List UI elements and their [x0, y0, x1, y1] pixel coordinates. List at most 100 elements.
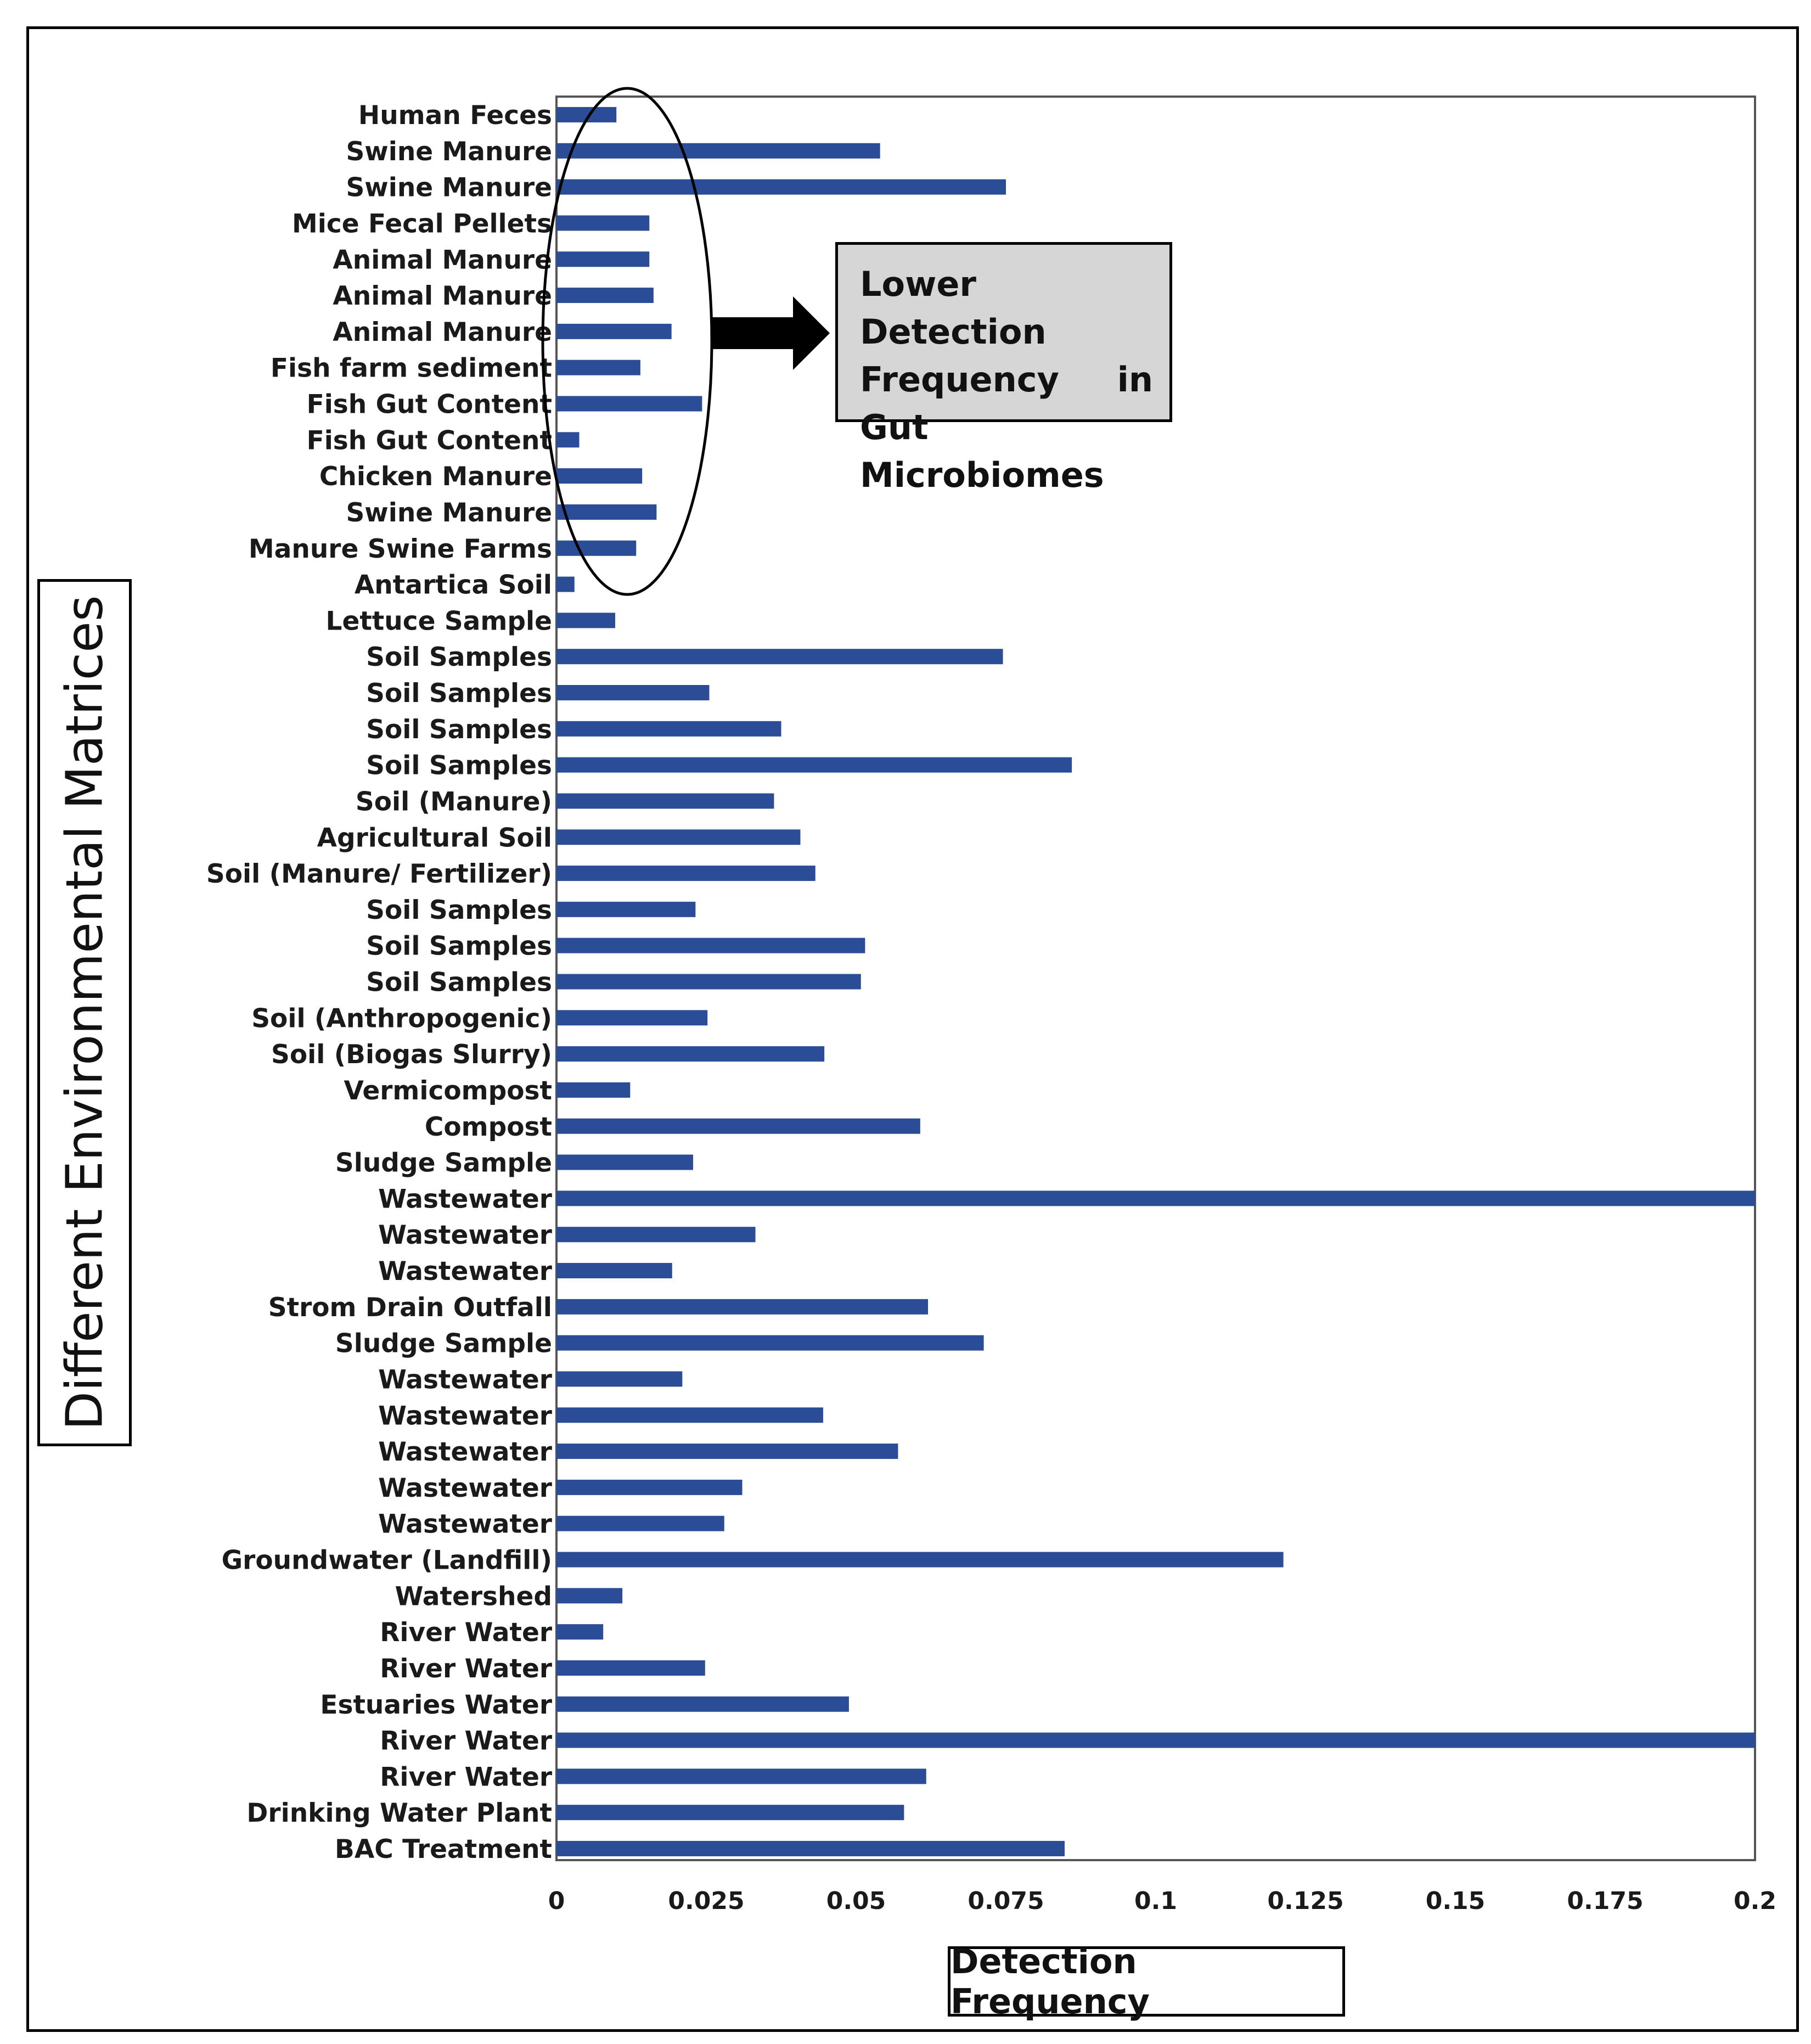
- bar: [556, 829, 801, 845]
- category-label: Fish Gut Content: [307, 425, 552, 456]
- bar: [556, 1046, 825, 1062]
- category-label: Soil Samples: [366, 751, 552, 781]
- category-label: Soil Samples: [366, 715, 552, 745]
- bar: [556, 1191, 1755, 1206]
- category-label: Agricultural Soil: [317, 823, 552, 853]
- bar: [556, 649, 1003, 665]
- x-tick-label: 0.1: [1134, 1887, 1177, 1915]
- category-label: Soil Samples: [366, 678, 552, 709]
- bar: [556, 1696, 849, 1712]
- category-label: Fish Gut Content: [307, 390, 552, 420]
- bar: [556, 540, 637, 556]
- category-label: Wastewater: [378, 1509, 553, 1540]
- category-label: River Water: [380, 1618, 553, 1648]
- callout-box: Lower Detection Frequency in Gut Microbi…: [835, 242, 1172, 495]
- category-label: Antartica Soil: [355, 570, 552, 600]
- x-tick-label: 0.075: [968, 1887, 1044, 1915]
- category-label: Manure Swine Farms: [249, 534, 552, 564]
- category-label: Drinking Water Plant: [246, 1798, 552, 1828]
- category-label: Soil (Biogas Slurry): [271, 1040, 552, 1070]
- bar: [556, 685, 710, 700]
- category-label: Watershed: [395, 1581, 552, 1611]
- bar: [556, 1082, 631, 1098]
- x-tick-label: 0.15: [1426, 1887, 1486, 1915]
- highlight-ellipse: [541, 87, 713, 596]
- bar: [556, 576, 575, 592]
- category-label: Chicken Manure: [319, 462, 552, 492]
- category-label: Soil Samples: [366, 895, 552, 925]
- category-label: Wastewater: [378, 1401, 553, 1431]
- category-label: Wastewater: [378, 1184, 553, 1214]
- bar: [556, 504, 657, 520]
- bar: [556, 1299, 929, 1315]
- bar: [556, 1479, 743, 1495]
- bar: [556, 1552, 1284, 1568]
- category-label: Animal Manure: [333, 245, 552, 275]
- category-label: Wastewater: [378, 1473, 553, 1503]
- bar: [556, 1335, 984, 1351]
- bar: [556, 1768, 926, 1784]
- category-label: Wastewater: [378, 1364, 553, 1395]
- x-axis-label-box: Detection Frequency: [948, 1941, 1345, 2021]
- category-label: Human Feces: [358, 100, 552, 131]
- category-label: Compost: [425, 1112, 552, 1142]
- category-label: Swine Manure: [346, 498, 552, 528]
- bar: [556, 866, 815, 881]
- callout-text: Lower Detection Frequency in Gut Microbi…: [860, 264, 1153, 495]
- category-label: Estuaries Water: [320, 1690, 552, 1720]
- bar: [556, 1624, 604, 1640]
- bar: [556, 721, 781, 737]
- y-axis-label-box: Different Environmental Matrices: [37, 579, 132, 1446]
- bar: [556, 432, 580, 448]
- category-label: River Water: [380, 1726, 553, 1756]
- callout-arrow: [712, 296, 830, 370]
- category-label: Sludge Sample: [335, 1329, 552, 1359]
- bar: [556, 1371, 683, 1387]
- bar: [556, 1588, 623, 1604]
- bar: [556, 143, 880, 159]
- bar: [556, 323, 672, 339]
- bar: [556, 1154, 693, 1170]
- category-label: Swine Manure: [346, 137, 552, 167]
- x-tick-labels: 0 0.025 0.05 0.075 0.1 0.125 0.15 0.175 0.2: [548, 1887, 1776, 1915]
- bar: [556, 288, 654, 304]
- x-tick-label: 0.175: [1567, 1887, 1643, 1915]
- bar: [556, 1660, 705, 1676]
- bar: [556, 1515, 724, 1531]
- category-label: Mice Fecal Pellets: [292, 209, 552, 239]
- bar: [556, 613, 616, 628]
- bar: [556, 793, 774, 809]
- bar: [556, 937, 865, 953]
- bar: [556, 1407, 823, 1423]
- category-label: Wastewater: [378, 1220, 553, 1250]
- bar: [556, 1118, 920, 1134]
- bar: [556, 1444, 898, 1459]
- bar: [556, 974, 861, 990]
- category-label: Swine Manure: [346, 173, 552, 203]
- bars-group: [556, 107, 1755, 1856]
- category-label: Strom Drain Outfall: [268, 1293, 552, 1323]
- bar: [556, 179, 1006, 195]
- category-label: BAC Treatment: [335, 1834, 552, 1865]
- category-label: Soil (Manure): [356, 787, 552, 817]
- bar: [556, 251, 650, 267]
- bar: [556, 396, 702, 412]
- x-tick-label: 0.025: [668, 1887, 744, 1915]
- category-label: River Water: [380, 1762, 553, 1792]
- x-tick-label: 0.125: [1267, 1887, 1343, 1915]
- bar: [556, 1263, 672, 1278]
- category-label: Soil (Manure/ Fertilizer): [206, 859, 552, 889]
- y-axis-label: Different Environmental Matrices: [55, 595, 114, 1430]
- bar: [556, 1732, 1755, 1748]
- bar: [556, 1841, 1065, 1856]
- bar: [556, 901, 696, 917]
- category-label: River Water: [380, 1654, 553, 1684]
- x-axis-label: Detection Frequency: [951, 1941, 1150, 2021]
- figure-frame: [26, 26, 1799, 2032]
- x-tick-label: 0: [548, 1887, 565, 1915]
- category-label: Soil Samples: [366, 642, 552, 672]
- bar: [556, 757, 1072, 773]
- category-label: Wastewater: [378, 1256, 553, 1287]
- category-label: Soil (Anthropogenic): [251, 1003, 552, 1034]
- bar: [556, 215, 650, 231]
